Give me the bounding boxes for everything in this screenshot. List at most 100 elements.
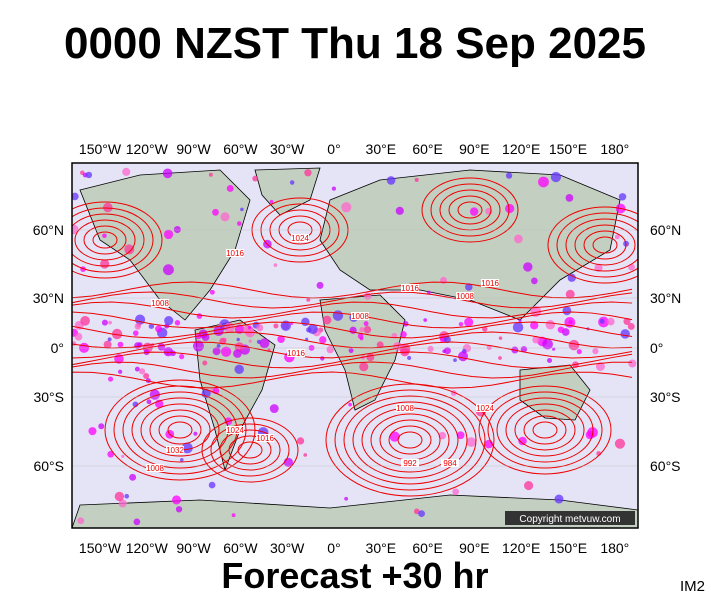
isobar-label: 1016: [401, 284, 419, 293]
precip: [134, 366, 140, 372]
precip: [277, 335, 285, 343]
precip: [289, 180, 295, 185]
isobar-label-bg: [456, 292, 474, 300]
precip: [348, 348, 354, 354]
precip: [341, 202, 352, 213]
isobar-labels: 1008 1016 1024 1016 1008 1016 1008 1016 1024 1008…: [146, 234, 499, 473]
precip: [523, 262, 533, 272]
precip: [114, 491, 125, 502]
precip: [101, 319, 108, 326]
precip: [155, 325, 163, 333]
precip: [427, 345, 434, 352]
precip: [567, 273, 576, 282]
copyright-box: [505, 511, 635, 525]
isobar: [72, 207, 154, 273]
lat-label-right: 60°N: [650, 222, 681, 238]
isobar-label-bg: [151, 299, 169, 307]
precip: [179, 458, 184, 462]
precip: [212, 208, 219, 216]
precip: [102, 233, 107, 239]
isobar-label: 1016: [481, 279, 499, 288]
precip: [236, 221, 242, 226]
precip: [107, 376, 114, 382]
isobar-label-bg: [396, 404, 414, 412]
axes: 150°W150°W120°W120°W90°W90°W60°W60°W30°W…: [33, 141, 682, 556]
precip: [296, 437, 305, 445]
precip: [606, 317, 615, 326]
lon-label-top: 120°W: [126, 141, 169, 157]
precip: [520, 346, 528, 353]
isobar: [388, 425, 432, 455]
precip: [518, 436, 527, 446]
isobar: [92, 231, 118, 249]
precip: [464, 317, 474, 327]
precip: [148, 323, 155, 329]
precip: [164, 316, 174, 326]
precip: [628, 263, 635, 271]
precip: [303, 453, 308, 457]
precip: [426, 290, 431, 295]
lon-label-top: 90°E: [459, 141, 490, 157]
precip: [247, 325, 252, 330]
precip: [146, 399, 152, 405]
precip: [132, 330, 139, 336]
precip: [233, 349, 242, 358]
lon-label-top: 90°W: [176, 141, 211, 157]
isobar: [72, 201, 163, 279]
isobar: [72, 341, 633, 359]
isobars: [72, 177, 638, 497]
precip: [103, 340, 112, 349]
precip: [124, 493, 130, 499]
precip: [363, 321, 369, 327]
precip: [331, 186, 337, 191]
precip: [599, 318, 605, 324]
precip: [576, 349, 582, 355]
precip: [524, 480, 534, 491]
precip: [134, 323, 141, 330]
map-area: 1008 1016 1024 1016 1008 1016 1008 1016 1024 1008…: [72, 163, 638, 528]
precip: [413, 508, 420, 515]
precip: [443, 347, 451, 355]
precip: [418, 510, 425, 518]
isobar-label: 1008: [396, 404, 414, 413]
precip: [376, 341, 384, 349]
precip: [256, 324, 264, 332]
isobar-label-bg: [291, 234, 309, 242]
land: [72, 167, 638, 528]
precip: [236, 337, 240, 342]
precip: [231, 513, 236, 518]
lon-label-bottom: 90°E: [459, 540, 490, 556]
precip: [562, 306, 572, 316]
isobar: [505, 403, 585, 457]
precip: [592, 348, 599, 355]
precip: [304, 169, 312, 177]
precip: [627, 322, 635, 330]
isobar-label: 1008: [151, 299, 169, 308]
precip: [240, 207, 244, 212]
precip: [458, 351, 468, 362]
precip: [117, 341, 124, 348]
isobar: [574, 224, 636, 266]
precip: [193, 340, 204, 352]
precip: [269, 199, 274, 204]
lon-label-bottom: 120°E: [502, 540, 540, 556]
isobar: [334, 389, 486, 491]
precip: [348, 402, 352, 407]
isobar-label: 1008: [351, 312, 369, 321]
precip: [132, 401, 139, 408]
precip: [344, 496, 349, 501]
isobar: [448, 195, 492, 225]
precip: [458, 321, 464, 327]
isobar: [201, 417, 299, 483]
precip: [305, 337, 309, 341]
lat-label-right: 30°S: [650, 389, 681, 405]
precip: [565, 289, 575, 299]
isobar-label: 1016: [226, 249, 244, 258]
lon-label-bottom: 90°W: [176, 540, 211, 556]
precip: [512, 322, 524, 333]
isobar-label-bg: [441, 459, 459, 467]
precip: [117, 369, 123, 374]
precip: [505, 172, 513, 179]
isobar: [565, 218, 638, 272]
precip: [407, 355, 412, 361]
